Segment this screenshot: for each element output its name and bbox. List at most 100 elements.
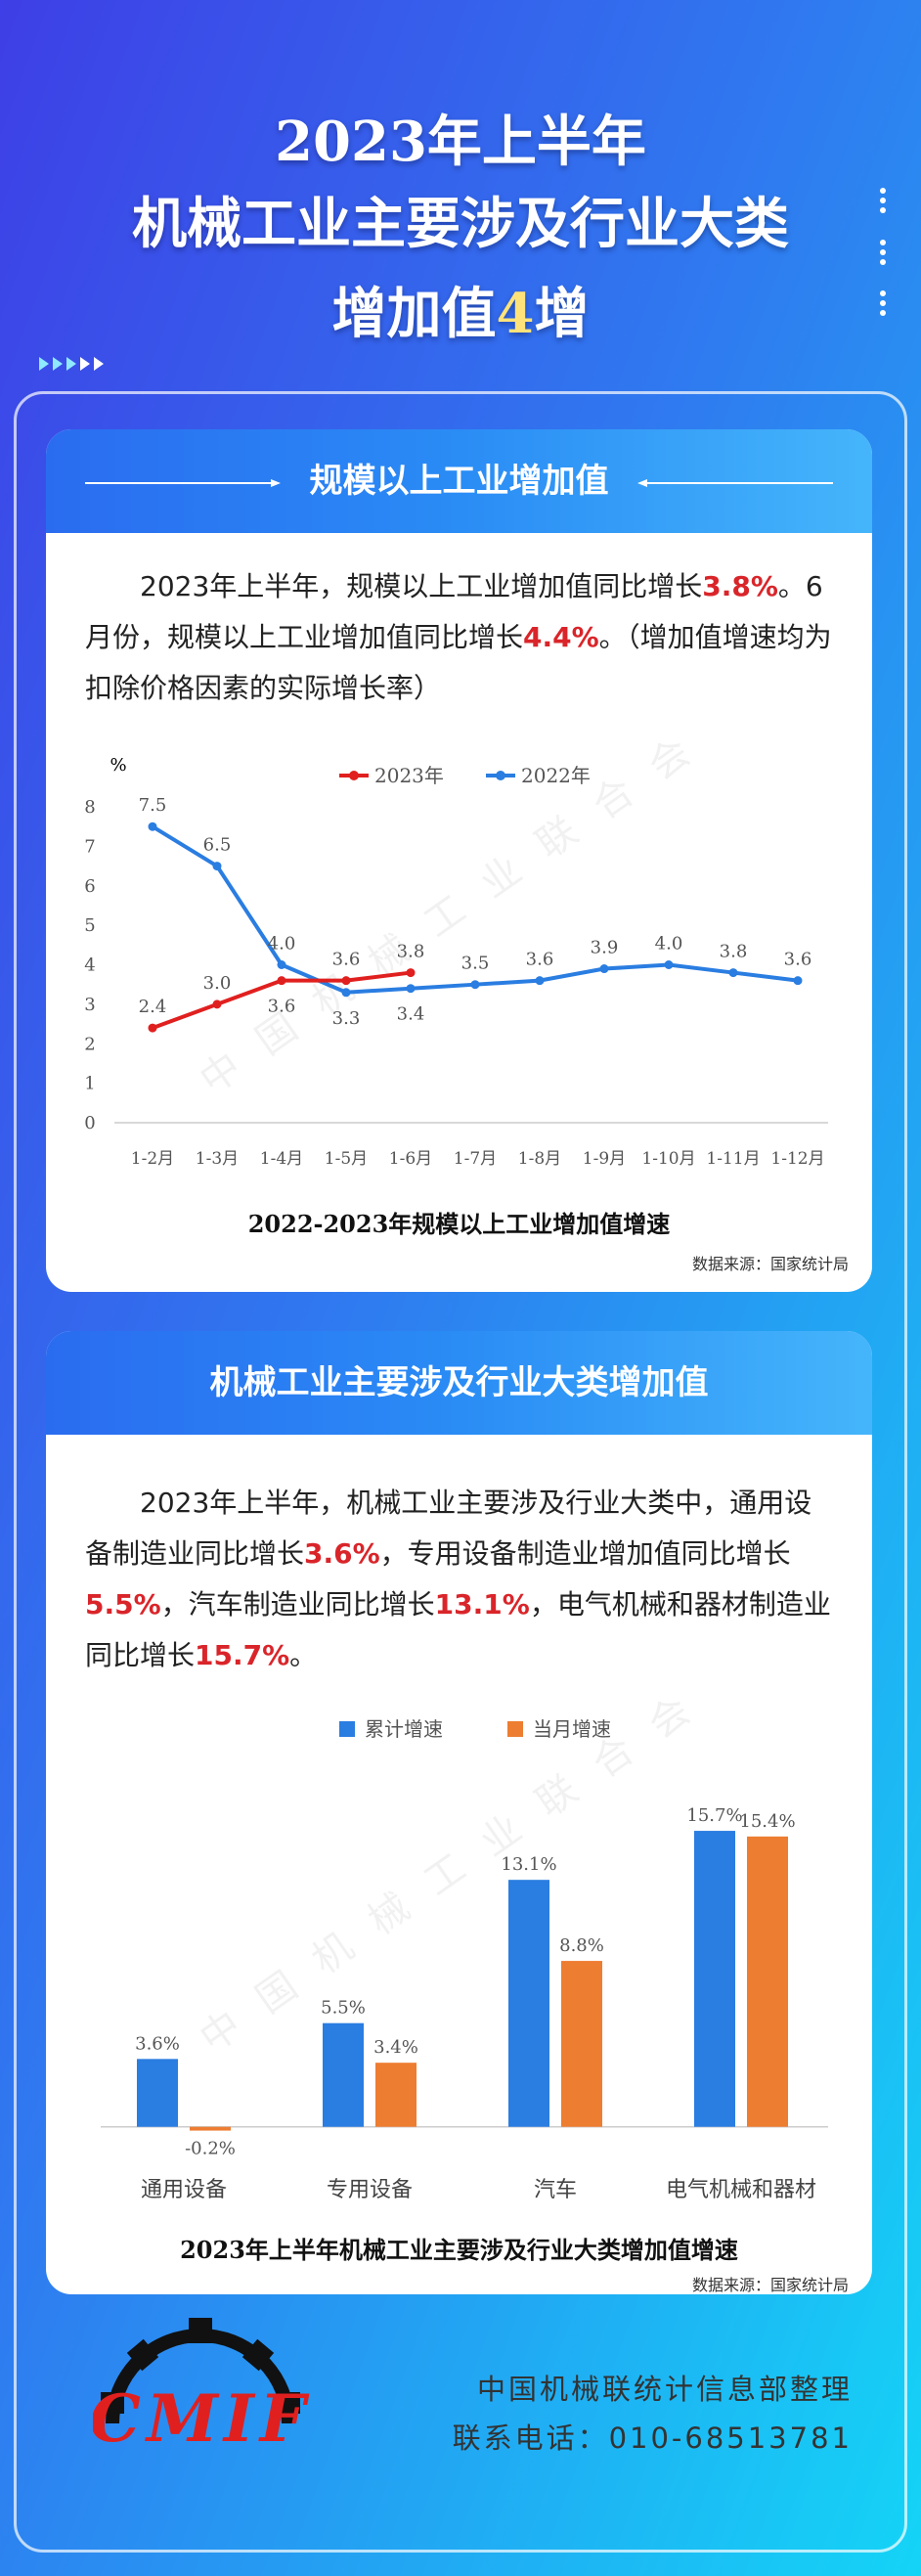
footer-line: 中国机械联统计信息部整理 — [476, 2373, 853, 2406]
x-tick-label: 通用设备 — [141, 2178, 227, 2202]
bar — [508, 1880, 549, 2127]
y-tick-label: 8 — [84, 797, 95, 818]
data-label: 3.6 — [526, 950, 554, 970]
frame — [14, 391, 907, 2553]
legend-swatch — [496, 771, 505, 780]
chart-title: 2022-2023年规模以上工业增加值增速 — [247, 1210, 671, 1238]
point — [664, 960, 674, 969]
data-label: 3.6 — [268, 997, 296, 1017]
data-label: 15.4% — [739, 1811, 795, 1832]
x-tick-label: 1-12月 — [770, 1149, 824, 1169]
x-tick-label: 1-8月 — [518, 1149, 561, 1169]
x-tick-label: 1-11月 — [706, 1149, 760, 1169]
arrows-decor — [39, 357, 104, 371]
title-text: 增 — [534, 282, 590, 346]
data-label: 8.8% — [559, 1935, 604, 1956]
x-tick-label: 电气机械和器材 — [666, 2178, 816, 2202]
x-tick-label: 1-10月 — [641, 1149, 695, 1169]
paragraph-text: 。（增加值增速均为扣除价格因素的实际增长率） — [85, 621, 832, 704]
bar — [323, 2022, 364, 2127]
data-label: 6.5 — [203, 835, 232, 856]
point — [212, 862, 222, 871]
data-label: 3.5 — [461, 954, 490, 974]
bar — [747, 1836, 788, 2127]
dots-decor — [880, 188, 886, 316]
point — [277, 960, 286, 969]
y-tick-label: 7 — [84, 836, 95, 857]
paragraph-text: 2023年上半年，规模以上工业增加值同比增长 — [140, 570, 703, 602]
data-label: 2.4 — [139, 997, 167, 1017]
x-tick-label: 1-9月 — [583, 1149, 626, 1169]
y-tick-label: 4 — [84, 955, 95, 976]
card-header: 机械工业主要涉及行业大类增加值 — [46, 1331, 872, 1435]
data-label: 3.4 — [397, 1004, 425, 1025]
point — [148, 1023, 157, 1033]
data-label: -0.2% — [185, 2139, 236, 2159]
paragraph-text: ，汽车制造业同比增长 — [160, 1588, 435, 1621]
bar — [137, 2059, 178, 2127]
section-title: 机械工业主要涉及行业大类增加值 — [209, 1363, 709, 1402]
point — [406, 984, 416, 994]
logo: CMIF — [93, 2318, 312, 2457]
title-line: 增加值4增 — [0, 270, 921, 349]
title-line: 2023年上半年 — [0, 98, 921, 177]
data-label: 3.4% — [373, 2037, 418, 2058]
legend-swatch — [507, 1721, 523, 1737]
y-tick-label: 6 — [84, 876, 95, 897]
y-tick-label: 5 — [84, 915, 95, 936]
data-label: 3.6% — [135, 2033, 180, 2054]
point — [406, 968, 416, 978]
x-tick-label: 1-4月 — [260, 1149, 303, 1169]
data-label: 3.8 — [397, 942, 425, 962]
card-header: 规模以上工业增加值 — [46, 429, 872, 533]
paragraph-text: 4.4% — [523, 621, 599, 653]
point — [148, 822, 157, 831]
title-text: 增加值 — [331, 282, 497, 346]
card: 机械工业主要涉及行业大类增加值 2023年上半年，机械工业主要涉及行业大类中，通… — [46, 1331, 872, 2294]
watermark: 中国机械工业联合会 — [192, 743, 722, 1103]
point — [341, 988, 351, 998]
x-tick-label: 汽车 — [534, 2178, 577, 2202]
data-label: 5.5% — [321, 1998, 366, 2019]
x-tick-label: 1-5月 — [325, 1149, 368, 1169]
point — [470, 980, 480, 990]
paragraph: 2023年上半年，规模以上工业增加值同比增长3.8%。6月份，规模以上工业增加值… — [85, 561, 836, 714]
source: 数据来源：国家统计局 — [691, 2276, 849, 2294]
watermark: 中国机械工业联合会 — [192, 1702, 722, 2062]
footer-line: 联系电话：010-68513781 — [452, 2421, 853, 2455]
paragraph-text: 。6月份，规模以上工业增加值同比增长 — [85, 570, 823, 653]
data-label: 15.7% — [686, 1805, 742, 1826]
x-tick-label: 1-6月 — [389, 1149, 432, 1169]
paragraph-text: 2023年上半年，机械工业主要涉及行业大类中，通用设备制造业同比增长 — [85, 1487, 812, 1570]
paragraph: 2023年上半年，机械工业主要涉及行业大类中，通用设备制造业同比增长3.6%，专… — [85, 1478, 836, 1681]
paragraph-text: ，专用设备制造业增加值同比增长 — [379, 1537, 791, 1570]
title-line: 机械工业主要涉及行业大类 — [0, 180, 921, 259]
y-tick-label: 2 — [84, 1034, 95, 1054]
data-label: 4.0 — [268, 934, 296, 955]
bar — [375, 2063, 417, 2127]
y-axis-label: % — [110, 755, 126, 776]
data-label: 3.9 — [591, 938, 619, 958]
section-title: 规模以上工业增加值 — [309, 462, 609, 501]
bar — [694, 1831, 735, 2127]
point — [277, 976, 286, 986]
data-label: 4.0 — [655, 934, 683, 955]
legend-swatch — [349, 771, 359, 780]
title-text: 2023年上半年 — [275, 110, 646, 174]
legend-swatch — [339, 1721, 355, 1737]
paragraph-text: 15.7% — [195, 1639, 290, 1671]
bar — [190, 2126, 231, 2131]
line-chart: 中国机械工业联合会% 0 1 2 3 4 5 6 7 8 1-2月 1-3月 1-4月 1-5月 1-6月 1… — [84, 743, 828, 1169]
logo-text: CMIF — [93, 2380, 312, 2457]
x-tick-label: 1-2月 — [131, 1149, 174, 1169]
paragraph-text: 13.1% — [434, 1588, 530, 1621]
data-label: 3.0 — [203, 973, 232, 994]
point — [728, 968, 738, 978]
legend-label: 累计增速 — [365, 1717, 443, 1741]
legend-label: 2023年 — [374, 764, 444, 787]
point — [793, 976, 803, 986]
data-label: 7.5 — [139, 795, 167, 816]
paragraph-text: 。 — [289, 1639, 318, 1671]
